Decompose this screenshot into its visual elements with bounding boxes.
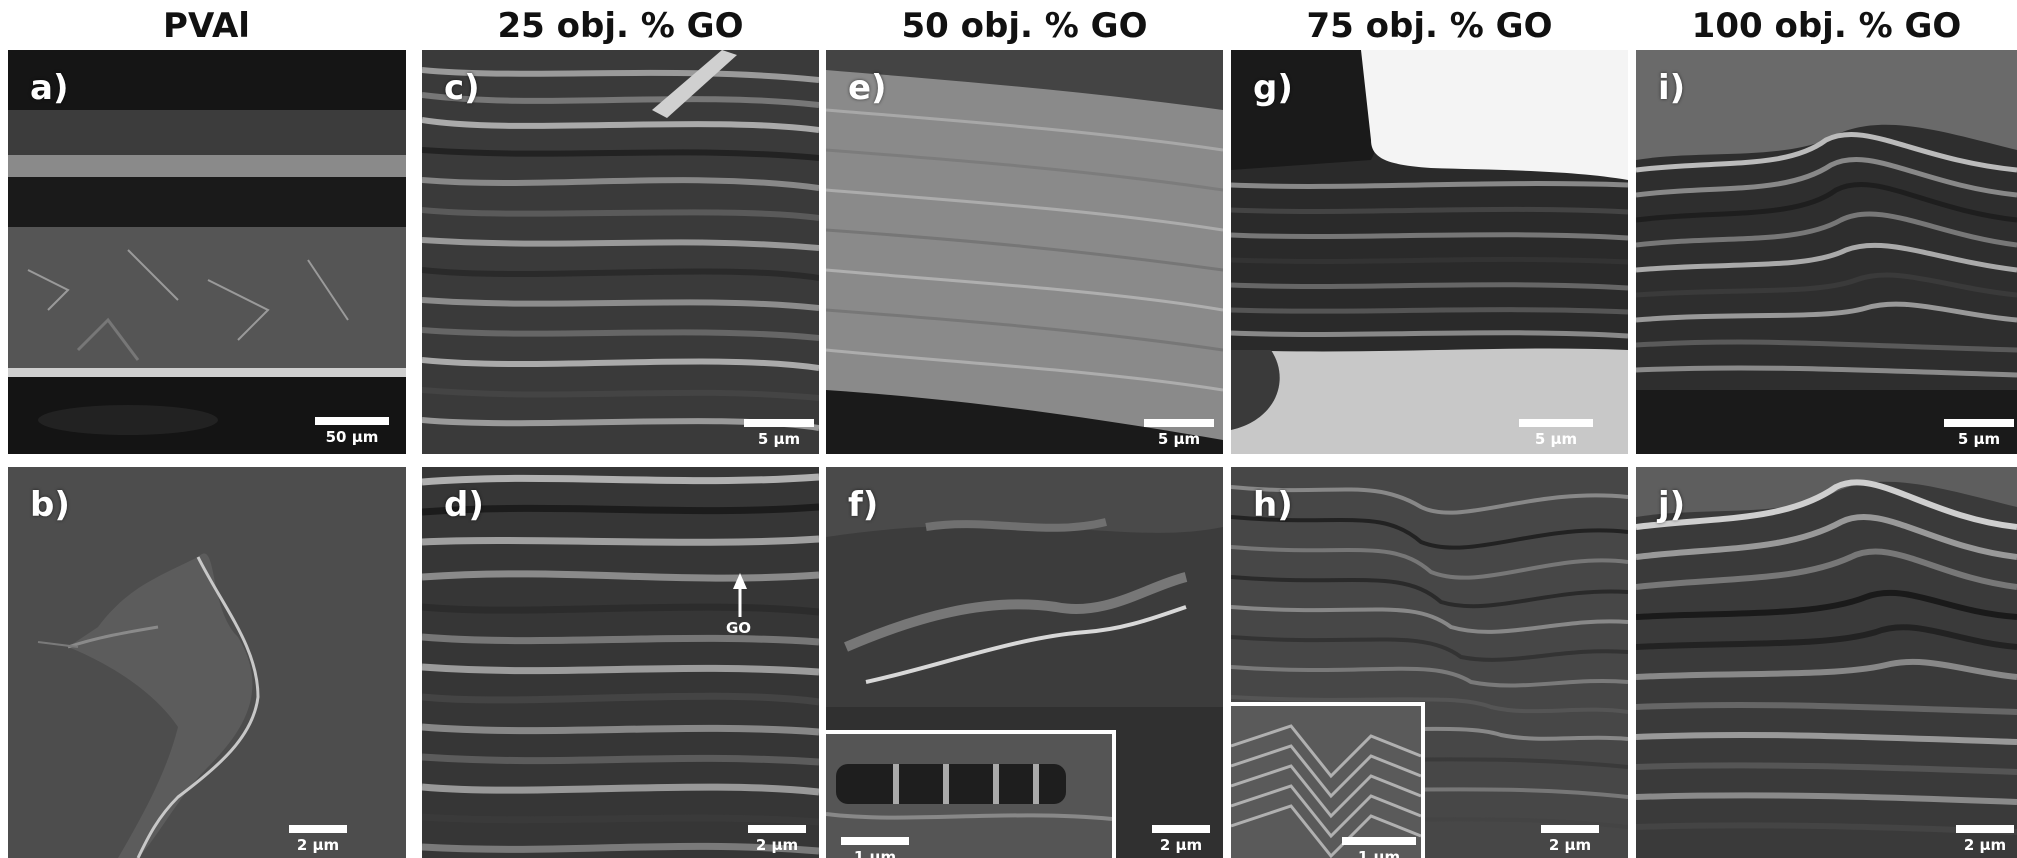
scale-bar-label-g: 5 µm — [1534, 430, 1578, 448]
panel-j: j) 2 µm — [1636, 467, 2017, 858]
go-annotation: GO — [726, 619, 752, 637]
sem-image-d — [422, 467, 819, 858]
scale-bar-label-c: 5 µm — [757, 430, 801, 448]
inset-scale-bar-h: 1 µm — [1341, 837, 1417, 858]
scale-bar-a: 50 µm — [312, 417, 392, 446]
inset-scale-bar-f: 1 µm — [840, 837, 910, 858]
scale-bar-h: 2 µm — [1540, 825, 1600, 854]
panel-a: a) 50 µm — [8, 50, 406, 454]
panel-label-g: g) — [1253, 68, 1293, 108]
scale-bar-e: 5 µm — [1143, 419, 1215, 448]
panel-g: g) 5 µm — [1231, 50, 1628, 454]
sem-image-a — [8, 50, 406, 454]
sem-image-j — [1636, 467, 2017, 858]
scale-bar-label-h: 2 µm — [1548, 836, 1592, 854]
inset-scale-bar-label-f: 1 µm — [853, 848, 897, 858]
panel-e: e) 5 µm — [826, 50, 1223, 454]
scale-bar-c: 5 µm — [743, 419, 815, 448]
panel-label-i: i) — [1658, 68, 1686, 108]
inset-f: 1 µm — [826, 730, 1116, 858]
scale-bar-i: 5 µm — [1943, 419, 2015, 448]
scale-bar-label-i: 5 µm — [1957, 430, 2001, 448]
panel-label-j: j) — [1658, 485, 1686, 525]
panel-label-f: f) — [848, 485, 879, 525]
scale-bar-f: 2 µm — [1151, 825, 1211, 854]
scale-bar-label-a: 50 µm — [325, 428, 379, 446]
panel-c: c) 5 µm — [422, 50, 819, 454]
scale-bar-label-d: 2 µm — [755, 836, 799, 854]
panel-b: b) 2 µm — [8, 467, 406, 858]
scale-bar-label-e: 5 µm — [1157, 430, 1201, 448]
sem-image-c — [422, 50, 819, 454]
panel-h: h) 1 µm 2 µm — [1231, 467, 1628, 858]
column-title-25-go: 25 obj. % GO — [497, 6, 744, 46]
panel-label-c: c) — [444, 68, 480, 108]
panel-f: f) 1 µm 2 µm — [826, 467, 1223, 858]
column-title-50-go: 50 obj. % GO — [901, 6, 1148, 46]
scale-bar-label-b: 2 µm — [296, 836, 340, 854]
inset-h: 1 µm — [1231, 702, 1425, 858]
column-title-100-go: 100 obj. % GO — [1691, 6, 1962, 46]
scale-bar-d: 2 µm — [747, 825, 807, 854]
scale-bar-j: 2 µm — [1955, 825, 2015, 854]
scale-bar-label-f: 2 µm — [1159, 836, 1203, 854]
panel-i: i) 5 µm — [1636, 50, 2017, 454]
scale-bar-label-j: 2 µm — [1963, 836, 2007, 854]
scale-bar-b: 2 µm — [288, 825, 348, 854]
column-title-pval: PVAl — [163, 6, 250, 46]
panel-d: d) GO 2 µm — [422, 467, 819, 858]
sem-image-i — [1636, 50, 2017, 454]
panel-label-h: h) — [1253, 485, 1293, 525]
inset-image-h — [1231, 706, 1421, 858]
sem-image-e — [826, 50, 1223, 454]
column-title-75-go: 75 obj. % GO — [1306, 6, 1553, 46]
panel-label-d: d) — [444, 485, 484, 525]
panel-label-a: a) — [30, 68, 69, 108]
sem-image-g — [1231, 50, 1628, 454]
panel-label-e: e) — [848, 68, 887, 108]
scale-bar-g: 5 µm — [1518, 419, 1594, 448]
sem-image-b — [8, 467, 406, 858]
inset-scale-bar-label-h: 1 µm — [1357, 848, 1401, 858]
panel-label-b: b) — [30, 485, 70, 525]
